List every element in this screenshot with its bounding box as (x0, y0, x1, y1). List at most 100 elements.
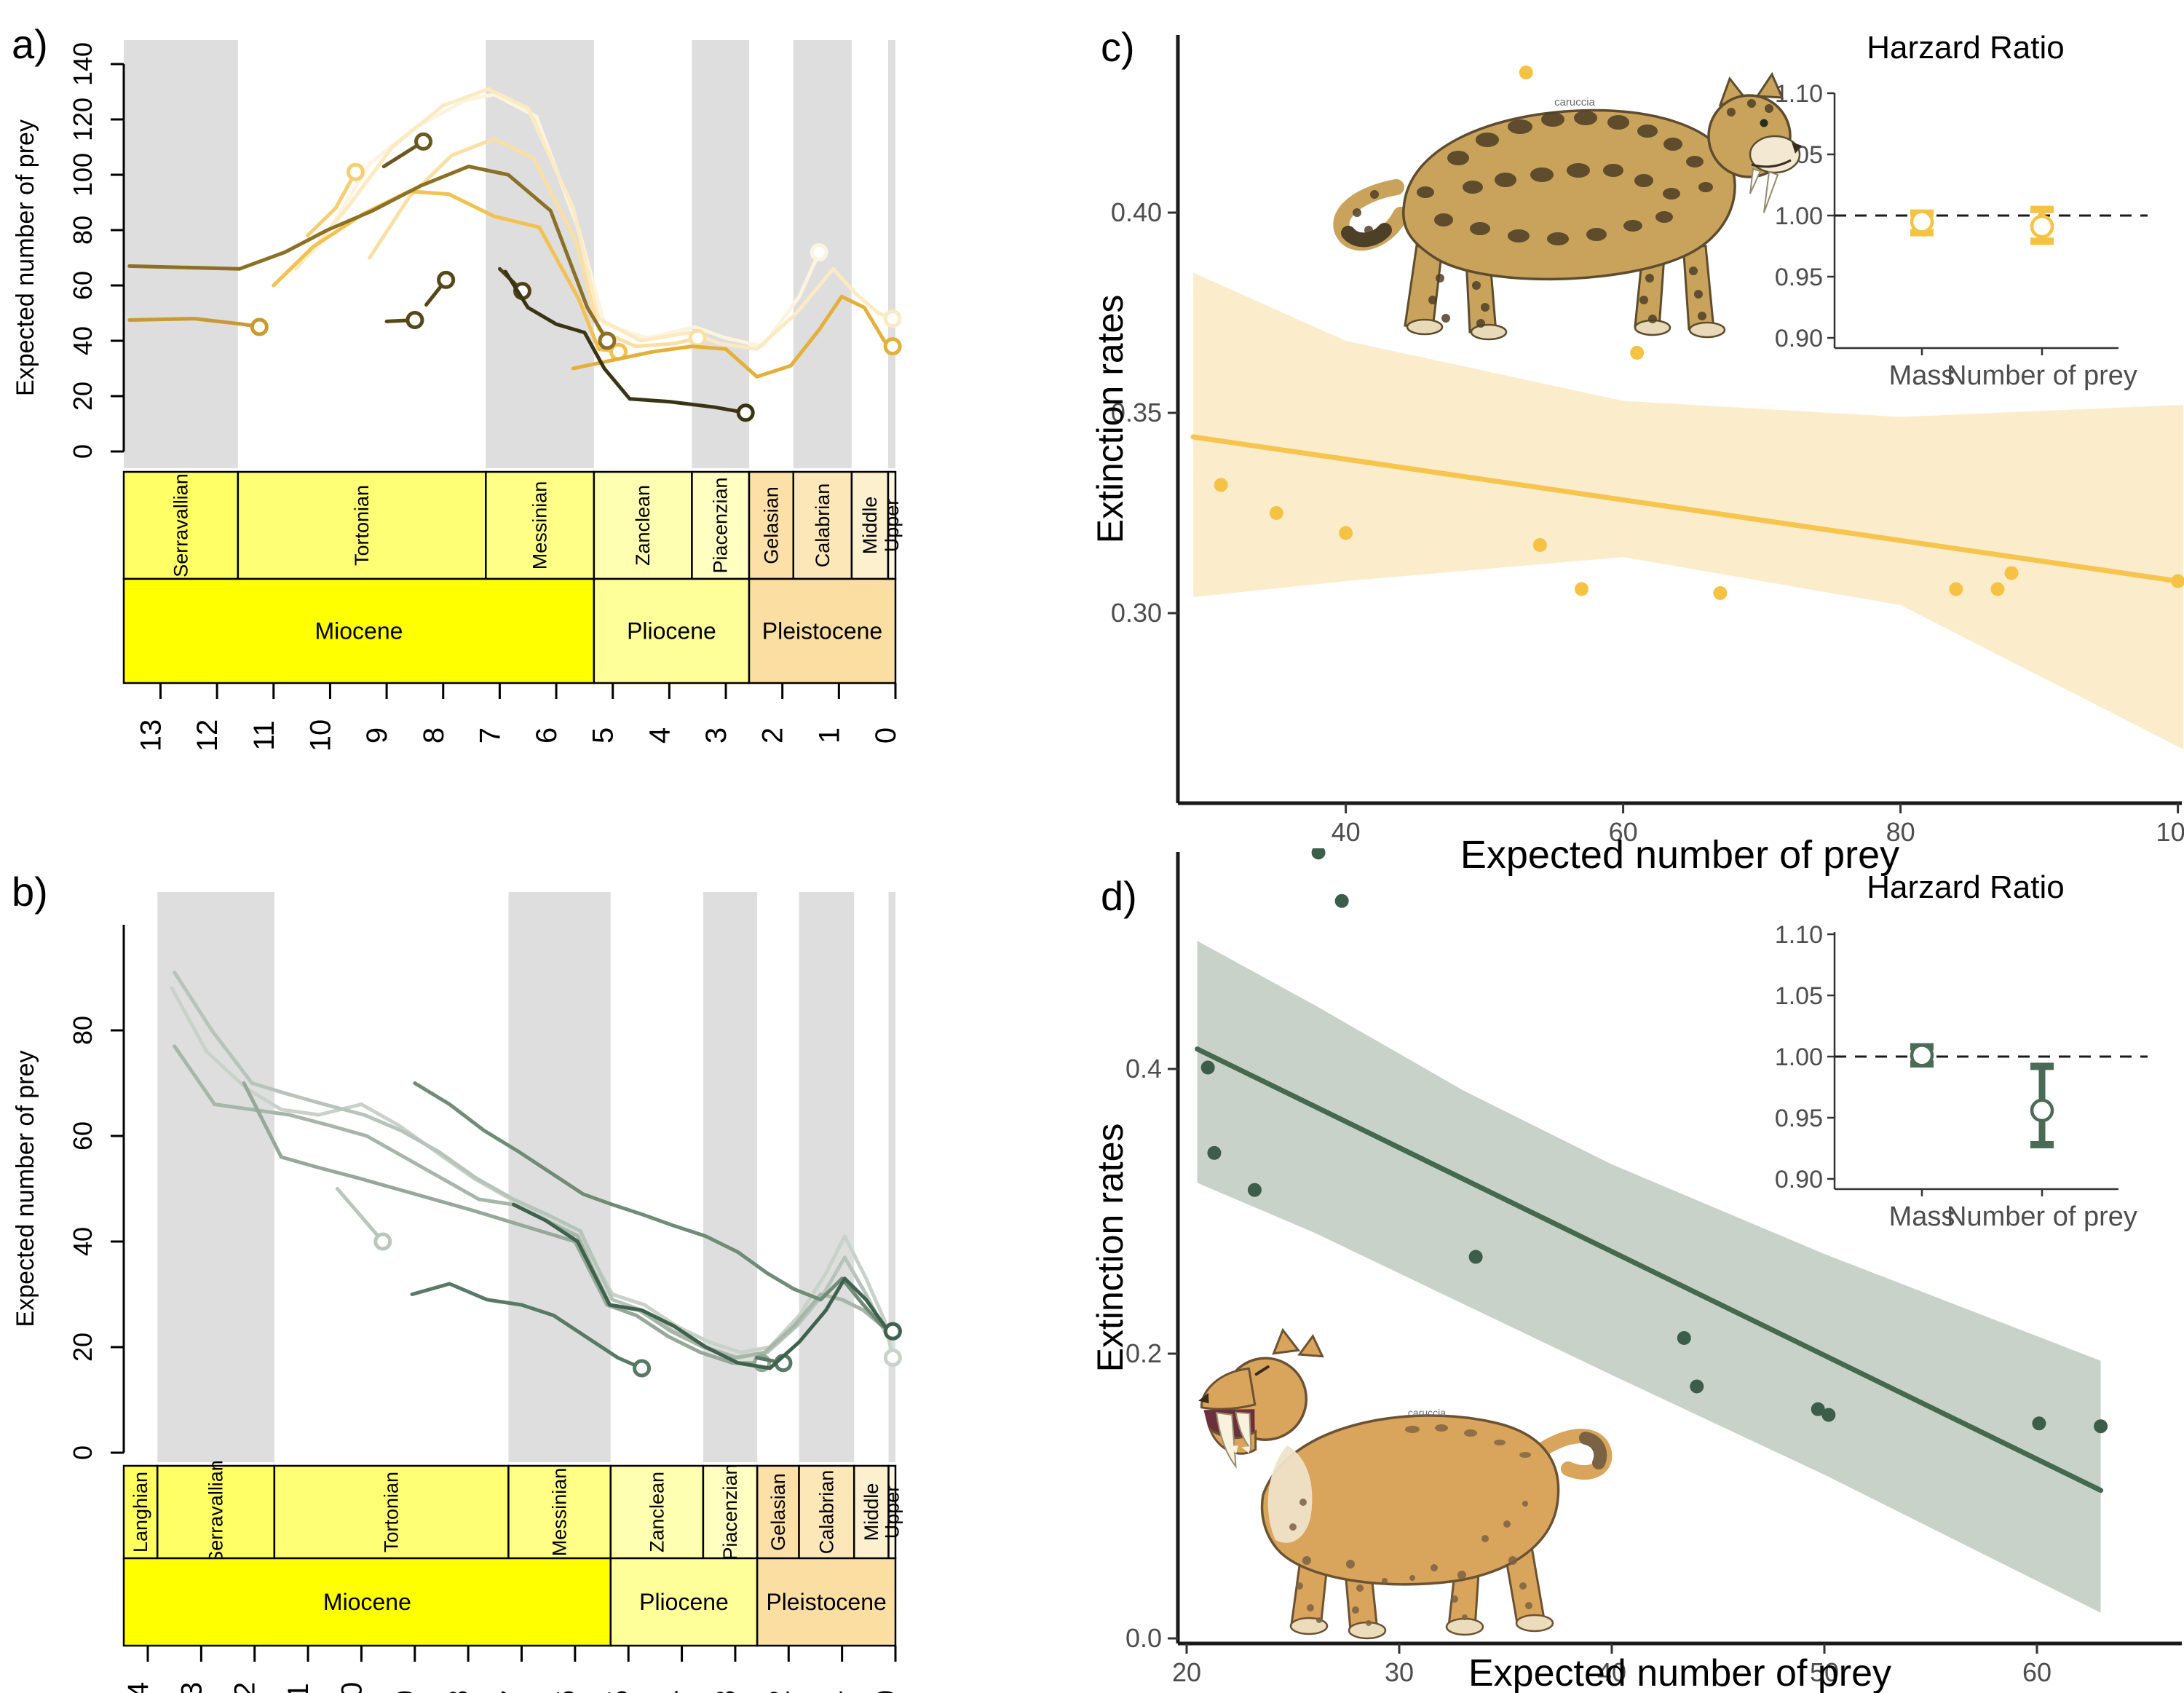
cat-spot (1462, 1614, 1468, 1620)
cat-spot (1694, 290, 1703, 299)
x-tick-label: 40 (1332, 817, 1361, 847)
series-end-marker (883, 1349, 902, 1367)
series-end-marker (346, 162, 365, 181)
stage-label: Zanclean (646, 1472, 668, 1552)
stage-cell (485, 470, 596, 580)
cat-eye (1760, 119, 1768, 127)
estimate-point (2030, 1098, 2054, 1123)
series-end-marker (437, 270, 456, 289)
stage-label: Upper (881, 499, 903, 553)
regression-line (1190, 434, 2181, 584)
cat-spot (1307, 1604, 1314, 1611)
y-tick-label: 0.4 (1125, 1054, 1162, 1084)
stage-label: Gelasian (767, 1473, 789, 1551)
stage-cell (156, 1464, 276, 1560)
data-point (1334, 893, 1349, 908)
y-tick-label: 40 (68, 1227, 98, 1256)
data-point (1532, 538, 1547, 552)
x-tick-label: 2 (757, 727, 789, 743)
stage-gray-band (799, 892, 855, 1462)
cat-spot (1409, 1575, 1415, 1581)
cat-spot (1663, 138, 1682, 151)
cat-spot (1463, 181, 1483, 194)
estimate-point (2030, 214, 2054, 239)
stage-cell (748, 470, 795, 580)
cat-spot (1472, 281, 1481, 290)
inset-category-label: Number of prey (1947, 1201, 2137, 1232)
y-tick-label: 0 (68, 444, 98, 459)
cat-spot (1503, 1520, 1511, 1528)
cat-spot (1405, 1426, 1420, 1433)
data-point (1811, 1402, 1825, 1416)
cat-saber-fang (1763, 170, 1779, 213)
data-point (1519, 66, 1533, 79)
cat-spot (1346, 1560, 1355, 1568)
cat-spot (1586, 228, 1607, 241)
cat-spot (1296, 1582, 1303, 1590)
cat-spot (1508, 1556, 1517, 1565)
series-end-marker (405, 311, 424, 329)
y-axis-title: Extinction rates (1092, 1124, 1131, 1373)
cat-paw (1470, 323, 1508, 341)
series-end-marker (736, 403, 755, 422)
cat-muzzle (1749, 135, 1801, 174)
inset-y-tick-label: 1.00 (1775, 202, 1823, 230)
stage-cell (122, 470, 240, 580)
x-tick-label: 4 (644, 727, 676, 743)
stage-label: Messinian (529, 481, 551, 570)
panel-label-c: c) (1101, 24, 1135, 70)
epoch-cell (122, 1557, 612, 1647)
cat-upper-jaw (1200, 1367, 1257, 1410)
x-tick-label: 6 (531, 727, 563, 743)
stage-cell (756, 1464, 800, 1560)
y-tick-label: 20 (68, 382, 98, 411)
stage-label: Tortonian (351, 485, 373, 566)
inset-title: Harzard Ratio (1867, 869, 2064, 905)
cat-body (1260, 1414, 1560, 1586)
inset-y-tick-label: 0.90 (1775, 1166, 1823, 1193)
x-tick-label: 12 (191, 719, 223, 752)
confidence-band (1197, 941, 2101, 1613)
stage-label: Calabrian (812, 484, 834, 568)
x-tick-label: 3 (700, 727, 732, 743)
cat-body (1402, 108, 1736, 281)
stage-label: Piacenzian (710, 477, 732, 573)
cat-spot (1434, 213, 1453, 226)
prey-series-line (294, 87, 895, 351)
prey-series-line (305, 170, 357, 238)
cat-spot (1645, 274, 1654, 283)
x-tick-label: 1 (817, 1690, 849, 1693)
series-end-marker (598, 331, 617, 350)
cat-spot (1530, 167, 1554, 182)
error-bar-cap-bottom (2030, 237, 2054, 245)
x-tick-label: 5 (603, 1690, 635, 1693)
epoch-cell (122, 577, 596, 684)
x-tick-label: 6 (550, 1690, 582, 1693)
series-end-marker (883, 337, 902, 356)
error-bar-cap-bottom (2030, 1140, 2054, 1148)
cat-spot (1481, 303, 1489, 312)
cat-paw (1515, 1614, 1554, 1633)
data-point (1574, 582, 1588, 596)
cat-nose (1198, 1392, 1209, 1404)
stage-gray-band (157, 892, 274, 1462)
epoch-label: Pleistocene (762, 618, 882, 644)
x-tick-label: 9 (361, 727, 393, 743)
y-tick-label: 0 (68, 1445, 98, 1460)
x-tick-label: 9 (389, 1690, 422, 1693)
series-end-marker (810, 242, 828, 261)
prey-series-line (272, 189, 620, 354)
cat-spot (1435, 1424, 1448, 1432)
cat-spot (1547, 232, 1569, 245)
stage-gray-band (703, 892, 758, 1462)
data-point (1339, 526, 1353, 540)
cat-spot (1352, 1606, 1359, 1614)
inset-y-tick-label: 0.95 (1775, 1105, 1823, 1132)
cat-spot (1655, 211, 1673, 223)
cat-tail-tip (1341, 223, 1392, 248)
y-tick-label: 0.40 (1111, 197, 1162, 227)
stage-label: Serravallian (170, 473, 191, 577)
